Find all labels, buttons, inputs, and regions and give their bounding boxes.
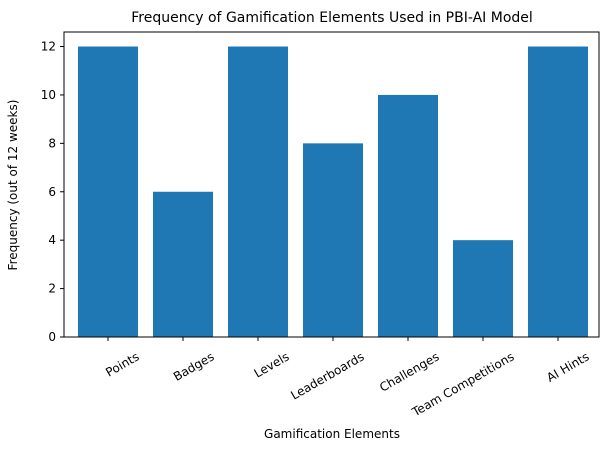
y-tick-label: 10 — [41, 88, 56, 102]
axes-frame — [63, 31, 600, 338]
bar — [153, 191, 213, 337]
x-tick-label: Leaderboards — [288, 349, 366, 402]
x-tick-label: Badges — [171, 349, 217, 383]
bar — [303, 143, 363, 337]
y-tick-label: 8 — [48, 136, 56, 150]
bar — [528, 46, 588, 338]
x-tick-label: AI Hints — [544, 349, 591, 384]
x-tick-label: Points — [103, 349, 141, 379]
chart-title: Frequency of Gamification Elements Used … — [131, 10, 533, 26]
x-tick-label: Levels — [252, 349, 292, 380]
y-axis-label: Frequency (out of 12 weeks) — [6, 100, 20, 271]
y-tick-label: 4 — [48, 233, 56, 247]
y-tick-label: 12 — [41, 40, 56, 54]
x-tick-label: Challenges — [377, 349, 441, 394]
bar — [378, 94, 438, 337]
y-tick-label: 6 — [48, 185, 56, 199]
bar — [228, 46, 288, 338]
y-tick-label: 0 — [48, 330, 56, 344]
bar — [453, 240, 513, 337]
x-axis-label: Gamification Elements — [264, 427, 400, 441]
bar — [78, 46, 138, 338]
y-tick-label: 2 — [48, 282, 56, 296]
